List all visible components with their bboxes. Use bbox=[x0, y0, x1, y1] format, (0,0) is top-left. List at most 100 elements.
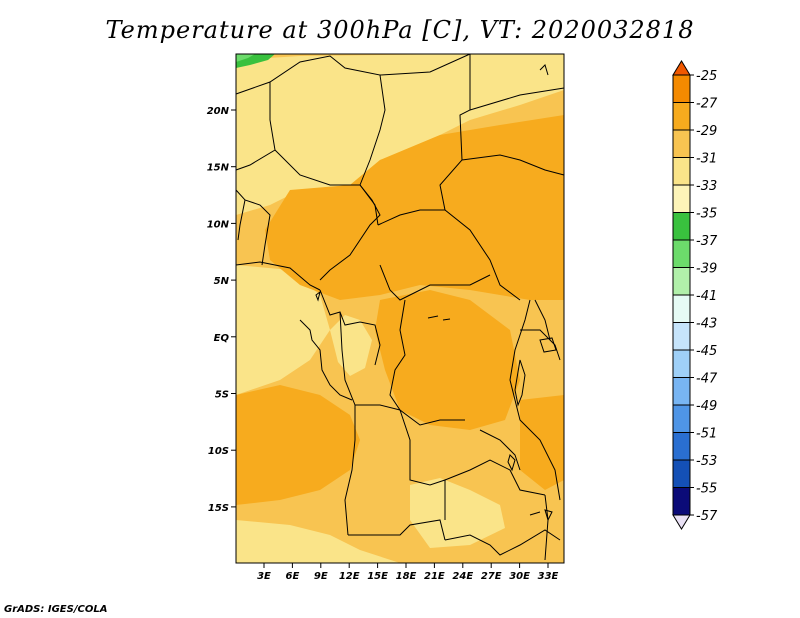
lon-tick-label: 3E bbox=[257, 571, 271, 582]
colorbar-label: -49 bbox=[696, 399, 717, 414]
lon-tick-label: 33E bbox=[538, 571, 559, 582]
lon-tick-label: 30E bbox=[509, 571, 530, 582]
colorbar-segment bbox=[672, 459, 691, 488]
lon-tick-label: 21E bbox=[424, 571, 445, 582]
lake-outline bbox=[539, 337, 557, 353]
border-line bbox=[461, 154, 565, 176]
colorbar-bottom-arrow bbox=[672, 514, 691, 530]
border-line bbox=[339, 311, 356, 406]
lake-outline bbox=[529, 511, 541, 516]
border-line bbox=[509, 299, 561, 501]
colorbar-label: -27 bbox=[696, 97, 718, 112]
temperature-field-warm-region bbox=[265, 115, 564, 300]
border-line bbox=[444, 529, 561, 556]
colorbar-segment bbox=[672, 294, 691, 323]
lat-tick-label: 5S bbox=[215, 390, 229, 401]
temperature-field-warm-region bbox=[375, 290, 520, 430]
lat-tick-label: 15N bbox=[207, 163, 230, 174]
border-line bbox=[399, 409, 446, 520]
temperature-field-cool-region bbox=[236, 520, 400, 563]
border-line bbox=[469, 87, 565, 111]
colorbar-top-arrow bbox=[672, 60, 691, 76]
colorbar-segment bbox=[672, 74, 691, 103]
colorbar-segment bbox=[672, 404, 691, 433]
colorbar-segment bbox=[672, 239, 691, 268]
colorbar-label: -29 bbox=[696, 124, 717, 139]
border-line bbox=[379, 53, 471, 76]
credit-label: GrADS: IGES/COLA bbox=[4, 604, 108, 615]
lon-tick-label: 18E bbox=[396, 571, 417, 582]
lat-tick-label: 20N bbox=[207, 106, 230, 117]
border-line bbox=[479, 429, 521, 471]
colorbar-label: -57 bbox=[696, 509, 718, 524]
colorbar-label: -53 bbox=[696, 454, 717, 469]
map-area bbox=[235, 53, 565, 564]
colorbar-segment bbox=[672, 184, 691, 213]
temperature-field-cool-region bbox=[236, 54, 470, 215]
colorbar-label: -37 bbox=[696, 234, 718, 249]
lake-outline bbox=[507, 454, 516, 472]
border-line bbox=[355, 404, 401, 411]
border-line bbox=[439, 54, 471, 211]
colorbar-label: -35 bbox=[696, 207, 717, 222]
colorbar-segment bbox=[672, 377, 691, 406]
colorbar-label: -33 bbox=[696, 179, 717, 194]
border-line bbox=[235, 55, 386, 186]
border-line bbox=[348, 519, 446, 541]
colorbar-label: -51 bbox=[696, 427, 717, 442]
longitude-axis: 3E 6E 9E 12E 15E 18E 21E 24E 27E 30E 33E bbox=[257, 563, 559, 582]
coastline bbox=[539, 64, 549, 76]
colorbar-label: -31 bbox=[696, 152, 717, 167]
temperature-field-warm-region bbox=[236, 385, 360, 505]
country-borders bbox=[235, 53, 565, 561]
coastline bbox=[299, 319, 353, 401]
lake-outline bbox=[315, 290, 321, 302]
temperature-field-green-patch-light bbox=[236, 54, 255, 62]
lake-outline bbox=[427, 315, 439, 319]
lon-tick-label: 27E bbox=[481, 571, 502, 582]
temperature-field-cool-region bbox=[470, 54, 564, 120]
border-line bbox=[520, 329, 561, 361]
lon-tick-label: 24E bbox=[452, 571, 473, 582]
lon-tick-label: 6E bbox=[286, 571, 300, 582]
colorbar-segment bbox=[672, 129, 691, 158]
border-line bbox=[274, 149, 379, 226]
lat-tick-label: 5N bbox=[214, 276, 230, 287]
border-line bbox=[235, 189, 271, 266]
border-line bbox=[389, 299, 465, 426]
lon-tick-label: 12E bbox=[339, 571, 360, 582]
border-line bbox=[444, 459, 546, 496]
colorbar-segment bbox=[672, 322, 691, 351]
colorbar-segment bbox=[672, 487, 691, 516]
border-line bbox=[237, 199, 246, 241]
lon-tick-label: 9E bbox=[314, 571, 328, 582]
border-line bbox=[235, 261, 321, 291]
colorbar-label: -43 bbox=[696, 317, 717, 332]
lat-tick-label: 10N bbox=[207, 219, 230, 230]
colorbar-label: -25 bbox=[696, 69, 717, 84]
colorbar-label: -39 bbox=[696, 262, 717, 277]
lat-tick-label: 10S bbox=[208, 446, 229, 457]
border-line bbox=[344, 405, 356, 536]
border-line bbox=[379, 264, 491, 301]
lat-tick-label: EQ bbox=[214, 333, 230, 344]
colorbar-segment bbox=[672, 349, 691, 378]
colorbar-segment bbox=[672, 212, 691, 241]
border-line bbox=[319, 289, 381, 366]
map-frame bbox=[235, 53, 565, 564]
colorbar-label: -55 bbox=[696, 482, 717, 497]
lat-tick-label: 15S bbox=[208, 503, 229, 514]
lon-tick-label: 15E bbox=[367, 571, 388, 582]
colorbar-label: -45 bbox=[696, 344, 717, 359]
lake-outline bbox=[544, 509, 553, 522]
temperature-field-cool-region bbox=[236, 265, 330, 395]
colorbar: -25 -27 -29 -31 -33 -35 -37 -39 -41 -43 -45 -47 -49 -… bbox=[672, 60, 718, 530]
colorbar-segment bbox=[672, 157, 691, 186]
temperature-field-cool-region bbox=[410, 478, 505, 548]
border-line bbox=[319, 184, 381, 281]
colorbar-label: -41 bbox=[696, 289, 717, 304]
border-line bbox=[377, 209, 521, 301]
colorbar-segment bbox=[672, 267, 691, 296]
colorbar-label: -47 bbox=[696, 372, 718, 387]
